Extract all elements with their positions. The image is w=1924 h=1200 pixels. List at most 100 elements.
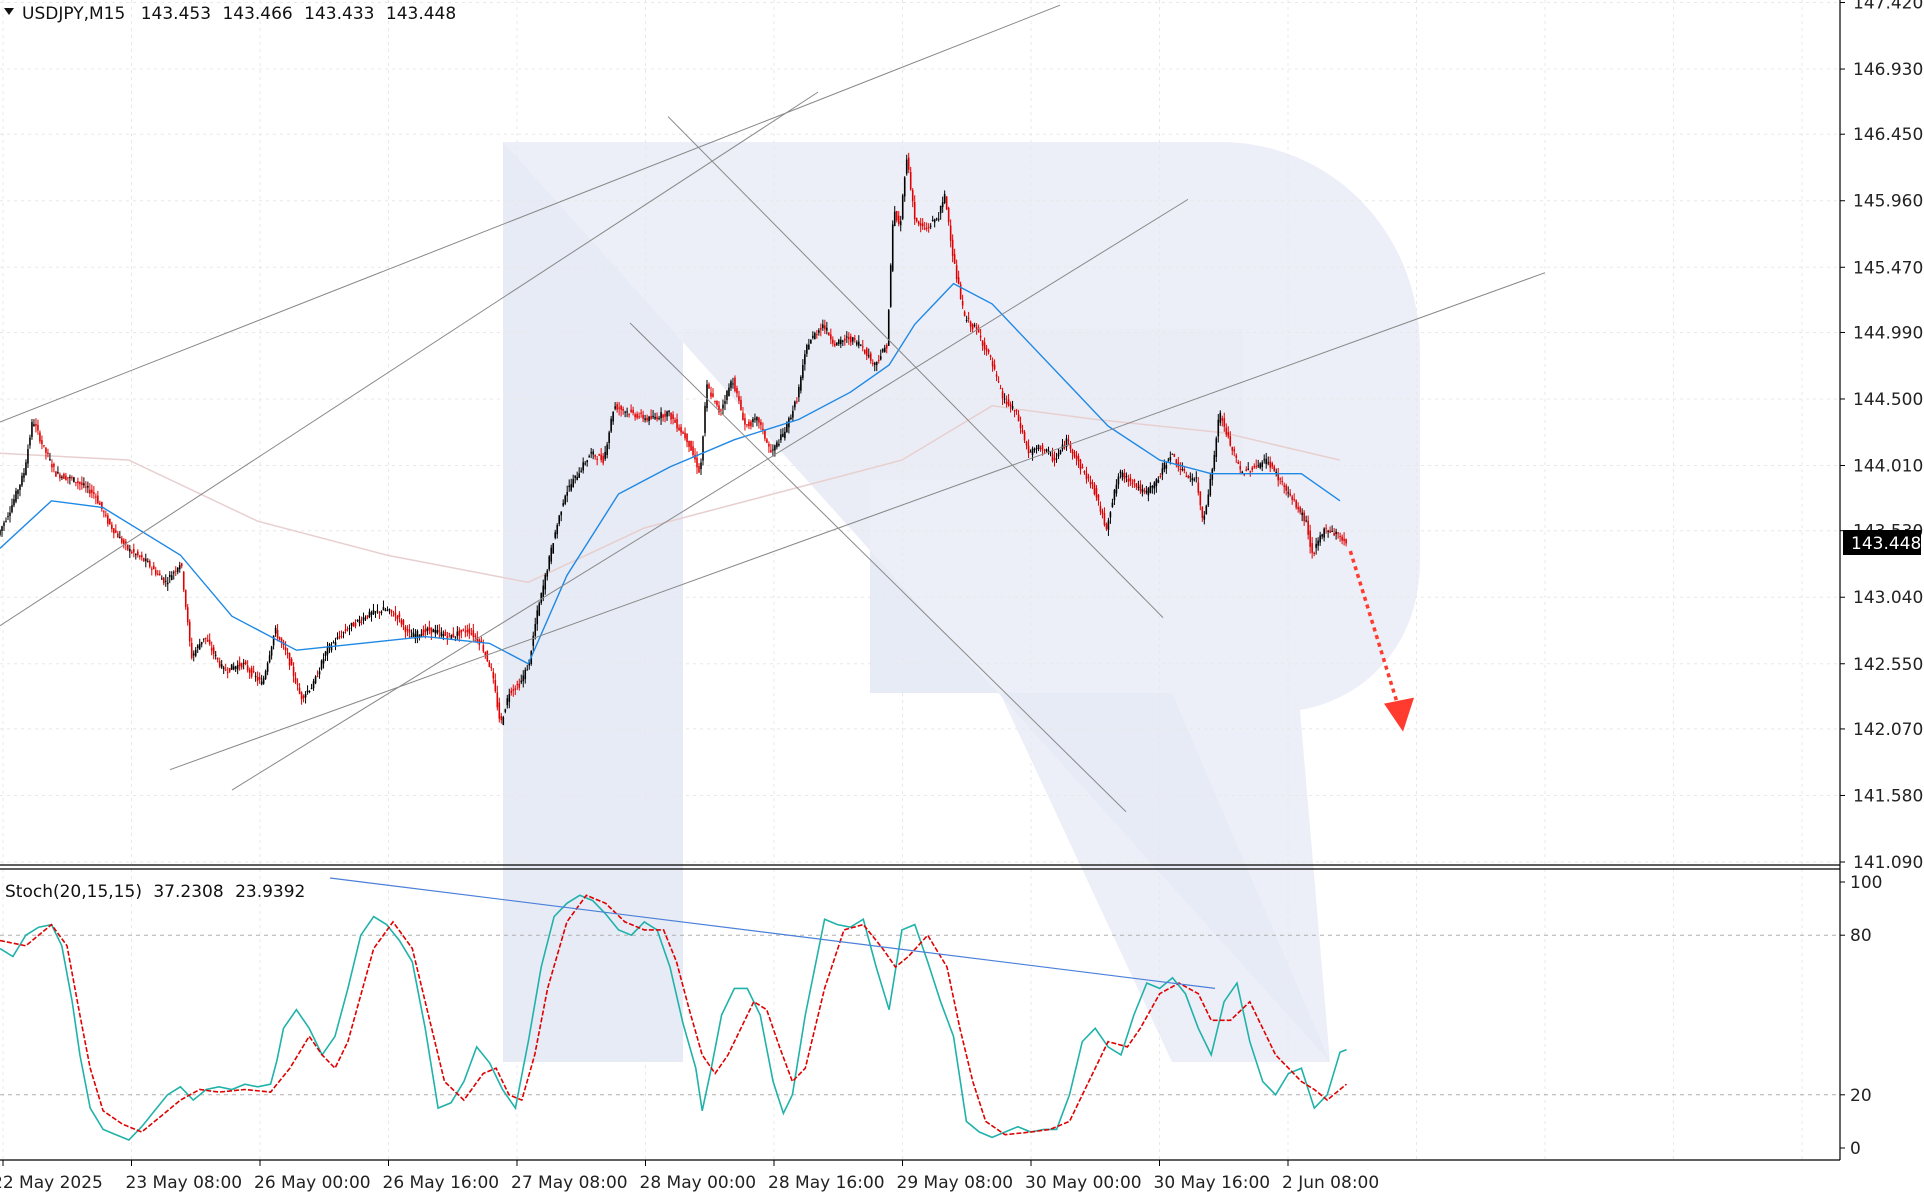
candle-body <box>496 692 499 708</box>
candle-body <box>140 555 143 558</box>
candle-body <box>99 502 101 505</box>
candle-body <box>927 227 930 229</box>
candle-body <box>973 325 976 327</box>
candle-body <box>1341 536 1343 541</box>
candle-body <box>700 462 702 470</box>
candle-body <box>33 424 35 426</box>
candle-body <box>388 609 391 611</box>
candle-body <box>670 413 672 420</box>
candle-body <box>472 630 475 638</box>
candle-body <box>975 326 978 330</box>
candle-body <box>911 190 914 202</box>
candle-body <box>160 578 163 580</box>
candle-body <box>598 454 600 456</box>
candle-body <box>91 489 93 493</box>
candle-body <box>374 611 377 613</box>
candle-body <box>214 654 217 656</box>
candle-body <box>937 218 940 220</box>
candle-body <box>202 638 205 640</box>
candle-body <box>943 193 946 203</box>
candle-body <box>830 334 832 340</box>
candle-body <box>1087 476 1090 478</box>
candle-body <box>230 664 233 670</box>
candle-body <box>39 432 41 442</box>
candle-body <box>857 341 860 346</box>
candle-body <box>272 635 275 646</box>
candle-body <box>656 416 658 420</box>
candle-body <box>1043 449 1046 451</box>
candle-body <box>1143 490 1146 492</box>
candle-body <box>650 416 652 419</box>
candle-body <box>780 434 782 441</box>
candle-body <box>162 577 165 584</box>
candle-body <box>1035 448 1038 450</box>
candle-body <box>1191 478 1194 481</box>
candle-body <box>548 556 551 570</box>
candle-body <box>646 417 648 421</box>
candle-body <box>400 619 403 625</box>
candle-body <box>822 324 824 329</box>
collapse-triangle-icon[interactable] <box>4 8 14 15</box>
candle-body <box>484 652 487 656</box>
candle-body <box>596 458 598 460</box>
candle-body <box>1099 505 1102 512</box>
candle-body <box>1055 458 1058 460</box>
candle-body <box>464 631 467 633</box>
candle-body <box>172 572 175 574</box>
candle-body <box>206 639 209 642</box>
candle-body <box>1305 520 1307 522</box>
candle-body <box>572 479 574 488</box>
candle-body <box>634 414 636 418</box>
candle-body <box>1153 482 1156 489</box>
candle-body <box>178 565 181 570</box>
symbol-header: USDJPY,M15 143.453 143.466 143.433 143.4… <box>4 4 456 24</box>
candle-body <box>402 619 405 625</box>
candle-body <box>933 219 936 223</box>
candle-body <box>660 412 662 419</box>
candle-body <box>941 202 944 208</box>
candle-body <box>338 636 341 638</box>
candle-body <box>905 159 908 174</box>
trendline <box>169 272 1546 771</box>
candle-body <box>1185 475 1188 477</box>
candle-body <box>9 512 11 516</box>
candle-body <box>488 662 491 667</box>
candle-body <box>1041 445 1044 450</box>
stochastic-lines <box>0 894 1348 1141</box>
candle-body <box>31 422 33 437</box>
forecast-dotted-line <box>1348 550 1400 707</box>
candle-body <box>460 629 463 633</box>
candle-body <box>1263 459 1266 461</box>
candle-body <box>248 669 251 673</box>
candle-body <box>1217 419 1220 437</box>
candle-body <box>486 651 489 661</box>
candle-body <box>538 603 541 616</box>
candle-body <box>1297 507 1299 510</box>
candle-body <box>844 338 846 341</box>
trendline <box>629 322 1127 813</box>
candle-body <box>1293 499 1295 501</box>
candle-body <box>536 610 539 625</box>
candle-body <box>1243 473 1246 476</box>
candle-body <box>1167 459 1170 461</box>
candle-body <box>89 489 91 494</box>
candle-body <box>1091 482 1094 484</box>
candle-body <box>616 404 618 410</box>
candle-body <box>678 427 680 431</box>
candle-body <box>696 457 698 468</box>
candle-body <box>652 415 654 418</box>
time-tick-label: 2 Jun 08:00 <box>1282 1173 1379 1193</box>
candle-body <box>995 374 998 377</box>
candle-body <box>11 505 13 513</box>
candle-body <box>832 339 834 344</box>
candle-body <box>582 462 584 471</box>
candle-body <box>846 336 848 338</box>
candle-body <box>1257 465 1260 467</box>
candle-body <box>1313 552 1315 554</box>
candle-body <box>61 476 63 479</box>
candle-body <box>692 446 694 455</box>
candle-body <box>220 664 223 668</box>
candle-body <box>494 680 497 692</box>
candle-body <box>69 476 71 479</box>
candle-body <box>704 405 706 433</box>
